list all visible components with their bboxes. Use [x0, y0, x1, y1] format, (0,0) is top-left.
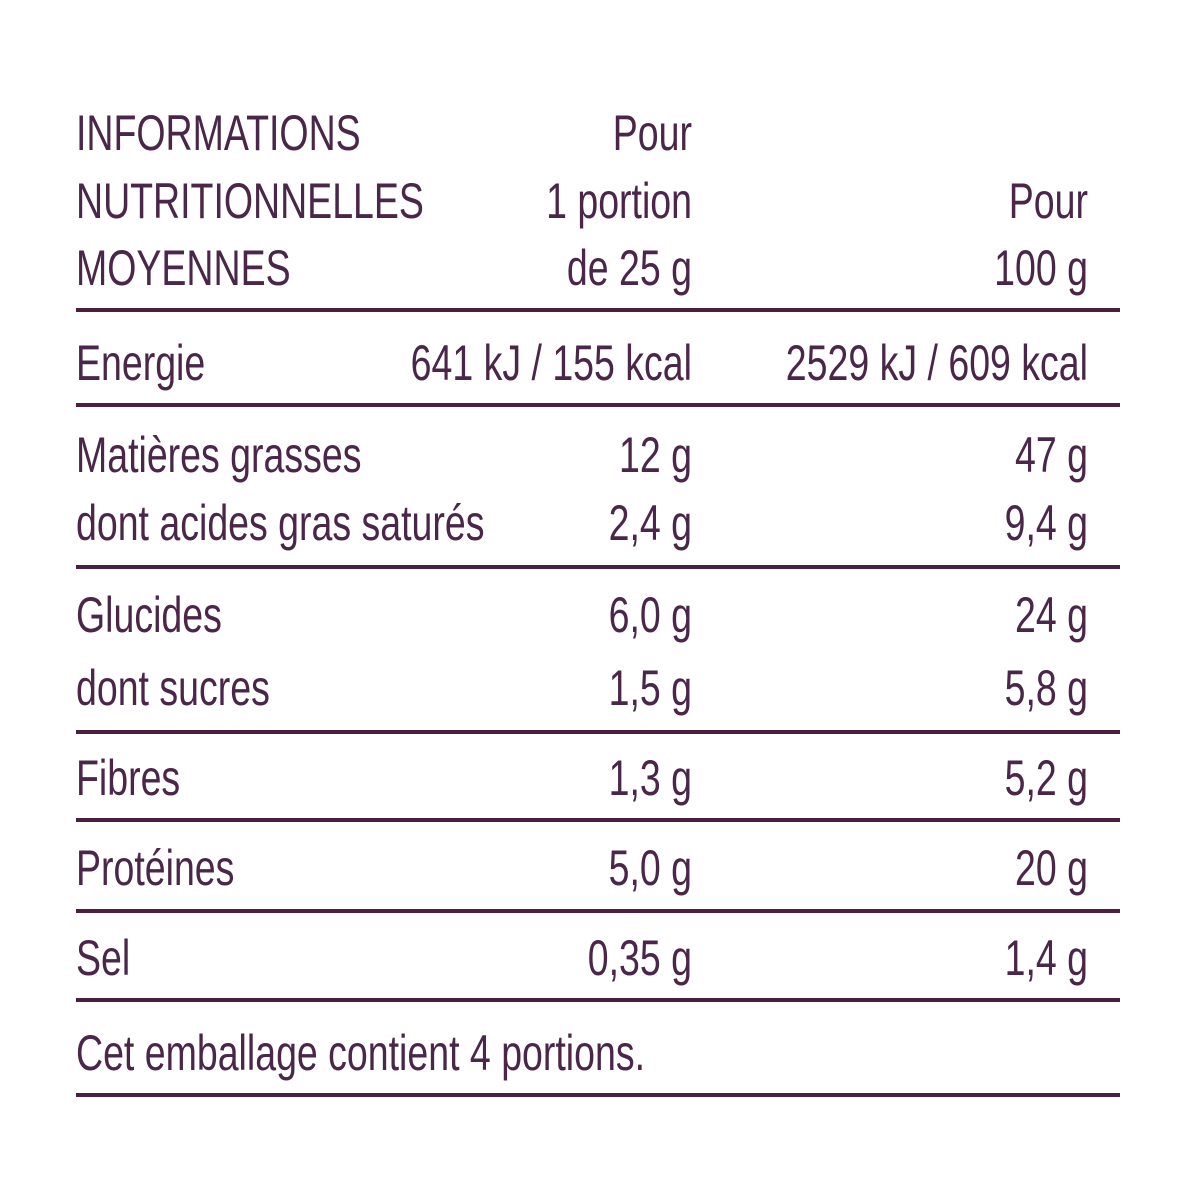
header-portion: Pour [613, 106, 692, 161]
value-per-100g: 2529 kJ / 609 kcal [786, 336, 1088, 391]
nutrient-label: Matières grasses [76, 428, 361, 483]
text-layer: INFORMATIONS NUTRITIONNELLES MOYENNES Pour 1… [76, 106, 1088, 1081]
value-per-100g: 9,4 g [1005, 496, 1088, 551]
value-per-100g: 47 g [1015, 428, 1088, 483]
nutrient-label: Glucides [76, 588, 222, 643]
value-per-100g: 1,4 g [1005, 931, 1088, 986]
header-title: MOYENNES [76, 241, 291, 296]
value-per-portion: 1,5 g [609, 661, 692, 716]
value-per-portion: 6,0 g [609, 588, 692, 643]
header-portion: de 25 g [567, 241, 692, 296]
header-100g: Pour [1009, 174, 1088, 229]
nutrient-label: Protéines [76, 841, 234, 896]
value-per-portion: 2,4 g [609, 496, 692, 551]
nutrient-label: dont acides gras saturés [76, 496, 485, 551]
value-per-portion: 0,35 g [588, 931, 692, 986]
value-per-100g: 24 g [1015, 588, 1088, 643]
header-title: NUTRITIONNELLES [76, 174, 424, 229]
nutrient-label: Energie [76, 336, 205, 391]
rules [76, 308, 1120, 1097]
nutrient-label: Sel [76, 931, 130, 986]
nutrient-label: dont sucres [76, 661, 270, 716]
value-per-portion: 5,0 g [609, 841, 692, 896]
value-per-portion: 12 g [619, 428, 692, 483]
nutrient-label: Fibres [76, 751, 180, 806]
header-title: INFORMATIONS [76, 106, 361, 161]
value-per-portion: 641 kJ / 155 kcal [411, 336, 692, 391]
value-per-portion: 1,3 g [609, 751, 692, 806]
value-per-100g: 5,8 g [1005, 661, 1088, 716]
footnote: Cet emballage contient 4 portions. [76, 1026, 645, 1081]
header-portion: 1 portion [546, 174, 692, 229]
header-100g: 100 g [994, 241, 1088, 296]
value-per-100g: 20 g [1015, 841, 1088, 896]
value-per-100g: 5,2 g [1005, 751, 1088, 806]
